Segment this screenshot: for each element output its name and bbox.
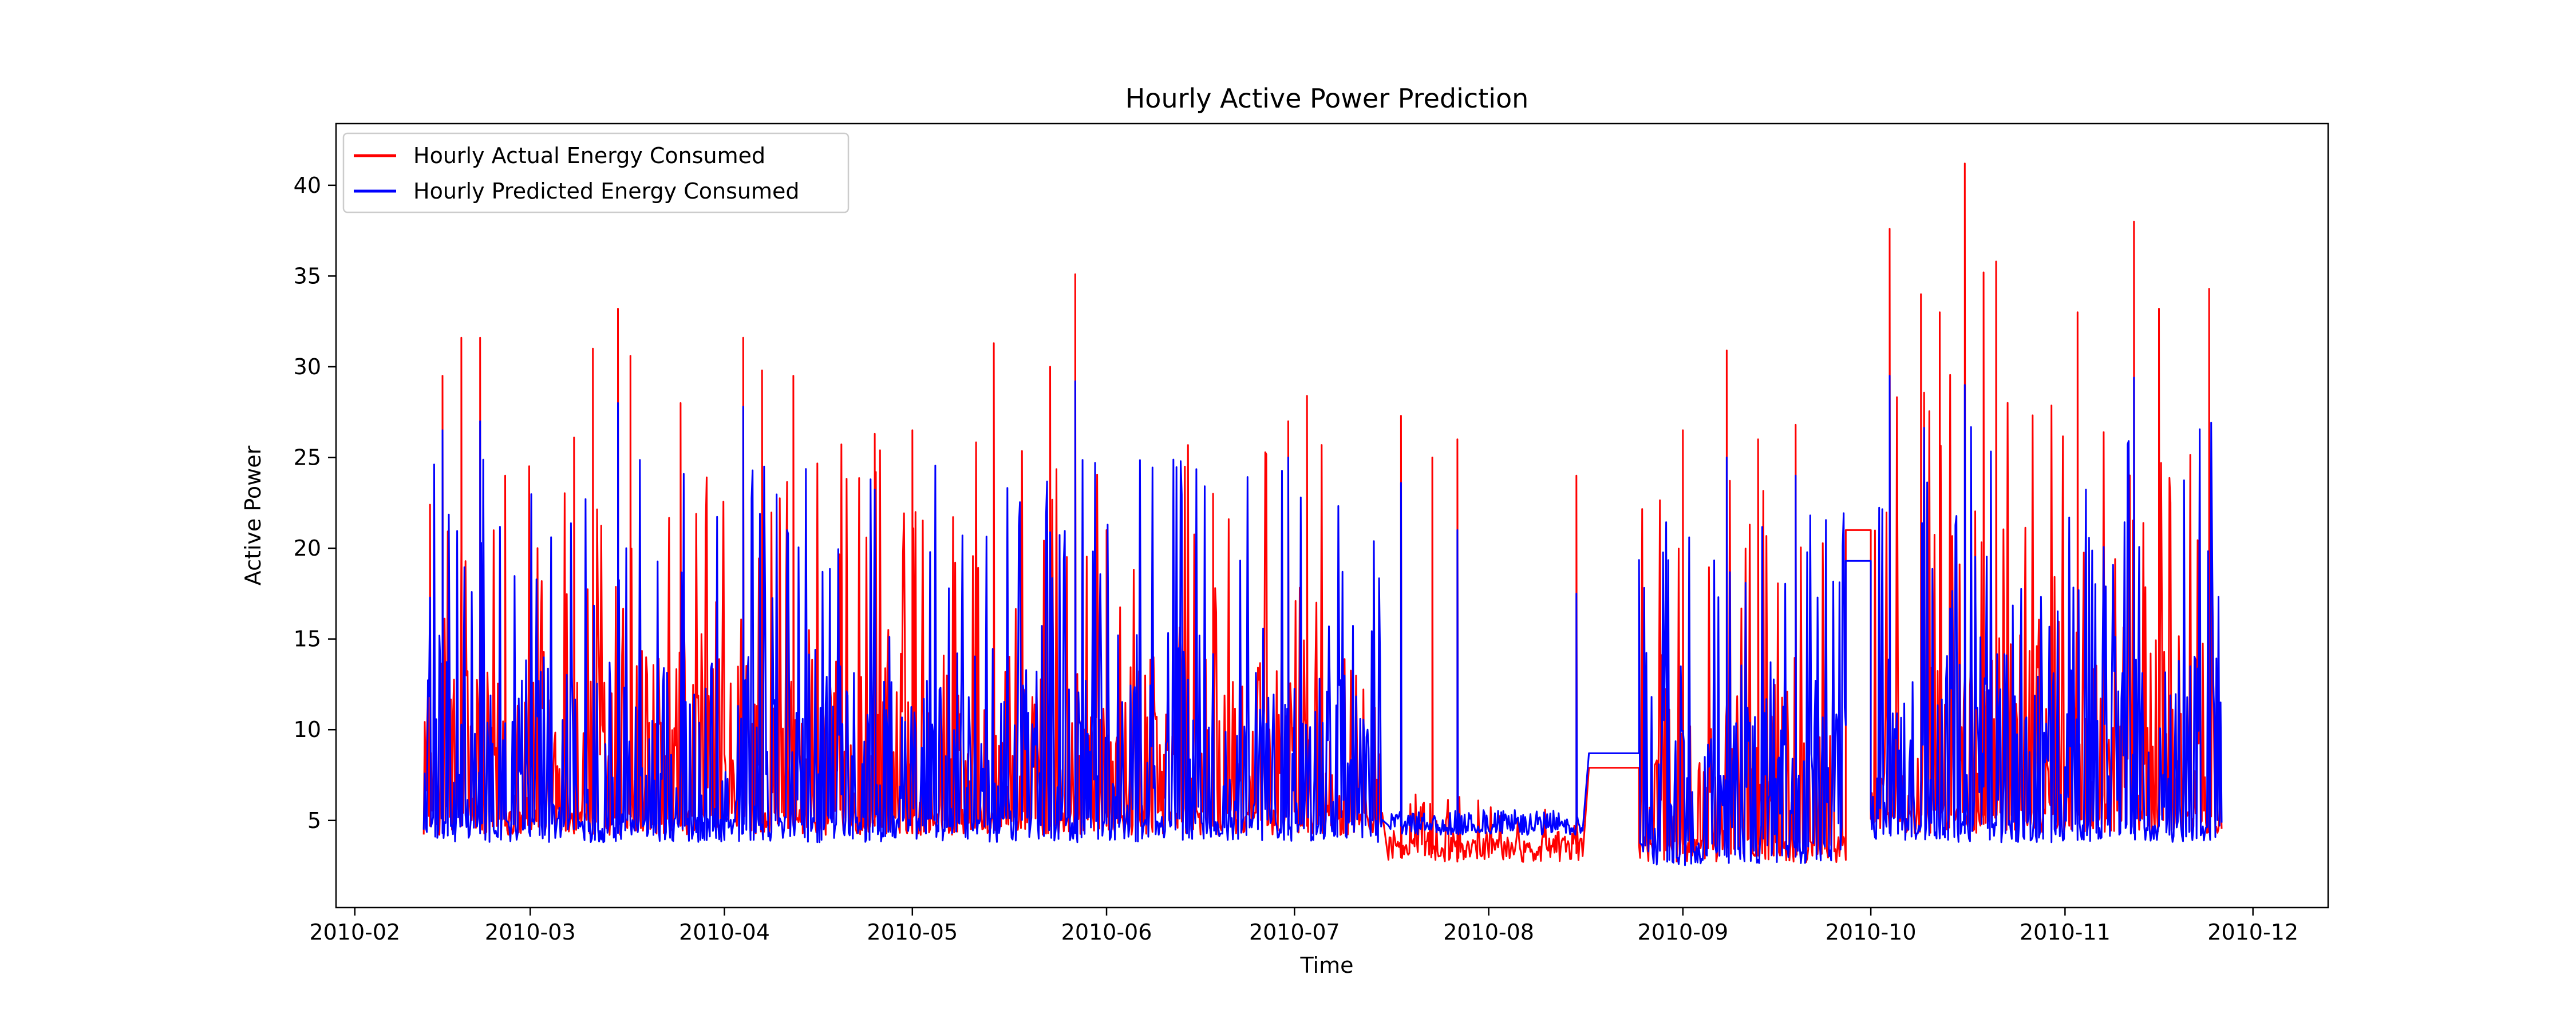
legend: Hourly Actual Energy Consumed Hourly Pred… [342,132,850,213]
x-tick-label: 2010-02 [309,920,400,945]
x-tick-label: 2010-07 [1249,920,1340,945]
y-tick-label: 40 [294,173,321,198]
y-tick-label: 25 [294,445,321,470]
y-tick-label: 20 [294,536,321,561]
x-tick-label: 2010-08 [1443,920,1534,945]
x-tick-label: 2010-03 [485,920,576,945]
x-axis: 2010-02 2010-03 2010-04 2010-05 2010-06 2010-… [309,908,2298,945]
series-layer [422,163,2223,866]
legend-box [342,132,850,213]
x-tick-label: 2010-10 [1826,920,1917,945]
y-axis: 5 10 15 20 25 30 35 40 [294,173,336,833]
y-axis-label: Active Power [240,445,266,585]
legend-label: Hourly Actual Energy Consumed [413,143,765,168]
x-axis-label: Time [1300,953,1354,978]
y-tick-label: 30 [294,354,321,379]
x-tick-label: 2010-06 [1061,920,1152,945]
x-tick-label: 2010-04 [679,920,770,945]
x-tick-label: 2010-11 [2020,920,2111,945]
x-tick-label: 2010-05 [867,920,958,945]
plot-frame [335,122,2329,909]
x-tick-label: 2010-12 [2207,920,2298,945]
legend-label: Hourly Predicted Energy Consumed [413,179,800,204]
y-tick-label: 10 [294,717,321,742]
y-tick-label: 15 [294,627,321,652]
y-tick-label: 5 [307,808,321,833]
x-tick-label: 2010-09 [1637,920,1728,945]
y-tick-label: 35 [294,263,321,288]
chart-title: Hourly Active Power Prediction [1125,83,1529,114]
series-line-predicted [422,375,2223,866]
